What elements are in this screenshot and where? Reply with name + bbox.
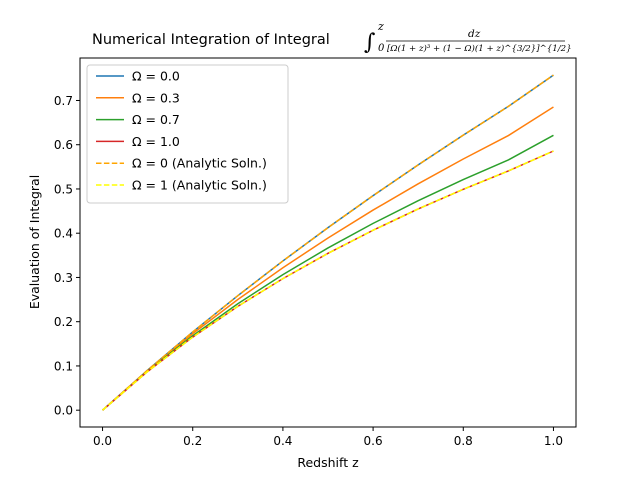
legend-box <box>86 64 289 204</box>
title-integral-lower: 0 <box>378 43 385 54</box>
title-integral-upper: z <box>377 20 384 33</box>
x-tick-label: 0.6 <box>364 434 383 448</box>
plot-area-frame <box>79 57 577 428</box>
title-integral-sign: ∫ <box>364 30 376 55</box>
x-tick-label: 0.0 <box>93 434 112 448</box>
x-axis-label: Redshift z <box>297 455 359 470</box>
y-tick-label: 0.7 <box>54 94 73 108</box>
series-line-5 <box>102 150 554 411</box>
y-tick-label: 0.4 <box>54 227 73 241</box>
y-axis-ticks: 0.0 0.1 0.2 0.3 0.4 0.5 0.6 0.7 <box>54 94 80 418</box>
title-numerator: dz <box>468 28 481 40</box>
y-tick-label: 0.5 <box>54 182 73 196</box>
y-axis-label: Evaluation of Integral <box>27 175 42 309</box>
legend-label: Ω = 1 (Analytic Soln.) <box>132 178 267 193</box>
series-line-1 <box>102 106 554 411</box>
legend-label: Ω = 0.3 <box>132 90 180 105</box>
legend: Ω = 0.0 Ω = 0.3 Ω = 0.7 Ω = 1.0 Ω = 0 (Analy… <box>86 64 289 204</box>
y-tick-label: 0.1 <box>54 359 73 373</box>
title-denominator: [Ω(1 + z)³ + (1 − Ω)(1 + z)^{3/2}]^{1/2} <box>387 43 572 54</box>
series-line-2 <box>102 134 554 411</box>
y-tick-label: 0.2 <box>54 315 73 329</box>
chart-title-group: Numerical Integration of Integral ∫ z 0 … <box>92 20 572 55</box>
legend-label: Ω = 0 (Analytic Soln.) <box>132 156 267 171</box>
y-tick-label: 0.0 <box>54 404 73 418</box>
legend-label: Ω = 0.0 <box>132 69 180 84</box>
series-layer <box>102 74 554 411</box>
x-axis-ticks: 0.0 0.2 0.4 0.6 0.8 1.0 <box>93 427 563 448</box>
series-line-4 <box>102 74 554 411</box>
x-tick-label: 0.8 <box>454 434 473 448</box>
legend-label: Ω = 0.7 <box>132 112 180 127</box>
legend-label: Ω = 1.0 <box>132 134 180 149</box>
x-tick-label: 0.4 <box>273 434 292 448</box>
chart-title: Numerical Integration of Integral <box>92 32 330 48</box>
y-tick-label: 0.6 <box>54 138 73 152</box>
x-tick-label: 1.0 <box>544 434 563 448</box>
y-tick-label: 0.3 <box>54 271 73 285</box>
x-tick-label: 0.2 <box>183 434 202 448</box>
